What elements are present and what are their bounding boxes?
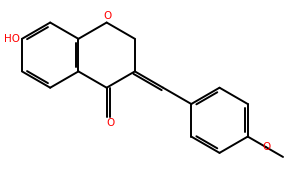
Text: O: O: [262, 142, 270, 152]
Text: O: O: [103, 11, 112, 21]
Text: HO: HO: [4, 34, 20, 44]
Text: O: O: [106, 118, 115, 128]
